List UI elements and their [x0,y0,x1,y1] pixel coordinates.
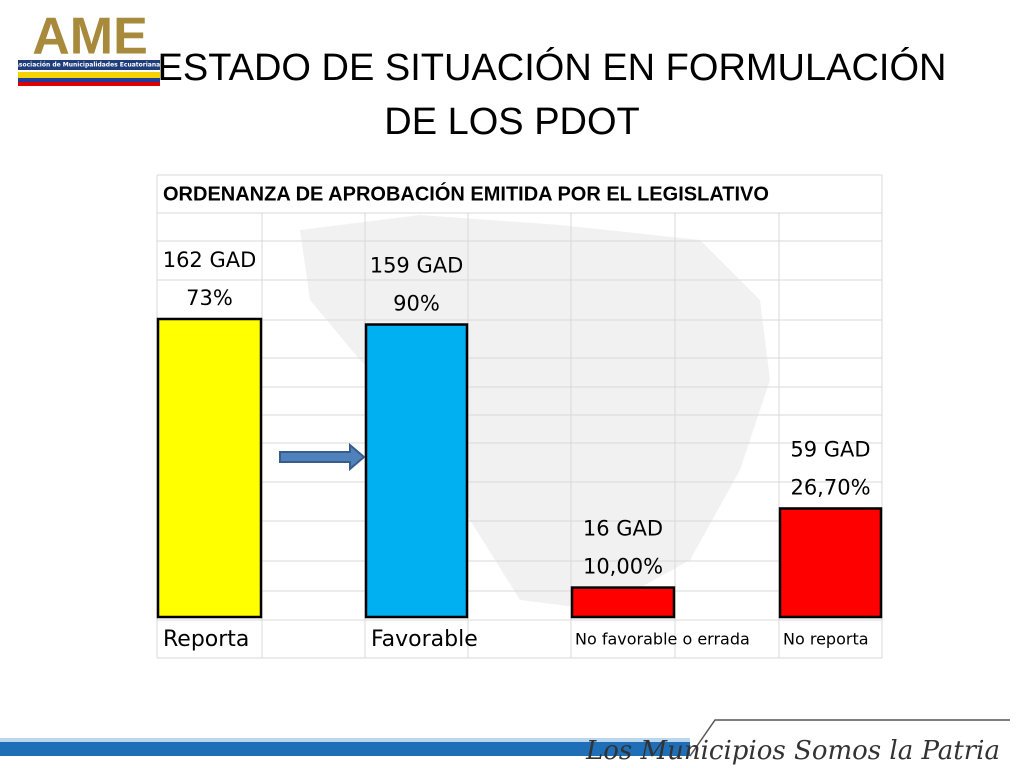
category-label: No reporta [783,630,869,649]
plot: 162 GAD 73% Reporta 159 GAD 90% Favorable 16 G… [156,248,883,652]
value-label: 16 GAD [583,517,663,541]
footer-line [689,719,1010,757]
footer-band [0,742,690,756]
logo-stripe [18,72,160,78]
bar [778,507,883,619]
arrow [279,442,366,472]
footer-band [0,738,690,742]
logo: AME Asociación de Municipalidades Ecuato… [14,8,164,86]
percent-label: 10,00% [583,555,663,579]
category-label: Favorable [371,627,478,652]
logo-text: AME [32,8,148,66]
bar [364,323,469,619]
percent-label: 90% [393,292,440,316]
bar [570,586,676,619]
logo-stripe [18,78,160,82]
footer: Los Municipios Somos la Patria [0,719,1010,766]
logo-stripe [18,82,160,86]
percent-label: 26,70% [790,475,870,499]
logo-subtitle: Asociación de Municipalidades Ecuatorian… [14,62,164,69]
slide-title: ESTADO DE SITUACIÓN EN FORMULACIÓN [158,46,947,89]
footer-slogan: Los Municipios Somos la Patria [585,736,1000,766]
category-label: Reporta [163,627,249,652]
slide-title: DE LOS PDOT [384,101,640,143]
bar [156,317,263,619]
percent-label: 73% [186,286,233,310]
value-label: 59 GAD [790,437,870,461]
logo-band [18,60,160,70]
chart-title: ORDENANZA DE APROBACIÓN EMITIDA POR EL L… [163,181,769,205]
map-backdrop [300,215,770,610]
value-label: 159 GAD [370,254,464,278]
value-label: 162 GAD [163,248,257,272]
category-label: No favorable o errada [575,630,750,649]
